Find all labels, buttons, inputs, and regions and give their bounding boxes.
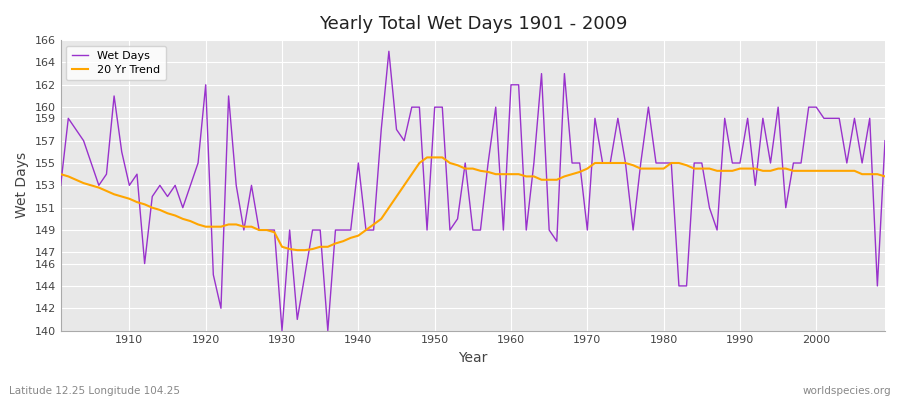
Legend: Wet Days, 20 Yr Trend: Wet Days, 20 Yr Trend: [67, 46, 166, 80]
X-axis label: Year: Year: [458, 351, 488, 365]
Text: worldspecies.org: worldspecies.org: [803, 386, 891, 396]
Wet Days: [383, 49, 394, 54]
Wet Days: [276, 328, 287, 333]
Title: Yearly Total Wet Days 1901 - 2009: Yearly Total Wet Days 1901 - 2009: [319, 15, 627, 33]
20 Yr Trend: [613, 161, 624, 166]
Wet Days: [116, 150, 127, 154]
20 Yr Trend: [521, 174, 532, 179]
20 Yr Trend: [284, 247, 295, 252]
20 Yr Trend: [513, 172, 524, 176]
20 Yr Trend: [55, 172, 66, 176]
Wet Days: [55, 183, 66, 188]
20 Yr Trend: [116, 194, 127, 199]
Wet Days: [613, 116, 624, 121]
Wet Days: [513, 82, 524, 87]
20 Yr Trend: [292, 248, 302, 252]
Text: Latitude 12.25 Longitude 104.25: Latitude 12.25 Longitude 104.25: [9, 386, 180, 396]
20 Yr Trend: [879, 174, 890, 179]
Wet Days: [879, 138, 890, 143]
20 Yr Trend: [421, 155, 432, 160]
Wet Days: [292, 317, 302, 322]
20 Yr Trend: [338, 239, 348, 244]
Wet Days: [338, 228, 348, 232]
Line: Wet Days: Wet Days: [60, 51, 885, 330]
Line: 20 Yr Trend: 20 Yr Trend: [60, 158, 885, 250]
Y-axis label: Wet Days: Wet Days: [15, 152, 29, 218]
Wet Days: [521, 228, 532, 232]
